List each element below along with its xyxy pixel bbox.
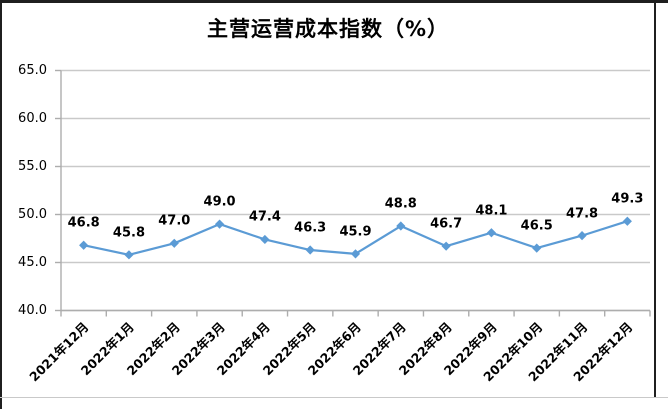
y-tick-label: 50.0 (18, 207, 47, 222)
data-point-marker (486, 228, 497, 238)
data-point-marker (441, 241, 451, 251)
frame-border-bottom (0, 396, 668, 398)
data-label: 45.8 (112, 225, 145, 241)
data-point-marker (169, 238, 179, 248)
data-label: 48.1 (475, 203, 508, 219)
data-point-marker (350, 249, 361, 259)
data-point-marker (396, 221, 406, 231)
data-label: 47.4 (248, 209, 281, 225)
y-tick-label: 55.0 (18, 159, 47, 174)
data-label: 47.0 (158, 213, 191, 229)
data-label: 47.8 (565, 206, 599, 222)
y-tick-label: 65.0 (18, 63, 47, 78)
data-point-marker (79, 240, 89, 250)
data-point-marker (532, 243, 542, 253)
data-label: 45.9 (339, 224, 372, 240)
frame-border-left (0, 0, 2, 409)
data-label: 46.3 (294, 220, 327, 236)
data-label: 48.8 (384, 196, 417, 212)
frame-border-right (654, 0, 656, 398)
y-tick-label: 45.0 (18, 255, 47, 270)
data-label: 49.3 (611, 191, 644, 207)
y-tick-label: 60.0 (18, 111, 47, 126)
data-point-marker (260, 234, 270, 245)
data-point-marker (305, 245, 315, 255)
y-tick-label: 40.0 (18, 303, 47, 318)
data-point-marker (577, 231, 587, 241)
data-point-marker (214, 219, 225, 229)
data-label: 46.7 (430, 216, 463, 232)
frame-border-top (0, 0, 668, 3)
data-point-marker (622, 216, 632, 226)
data-label: 46.8 (67, 215, 100, 231)
chart-title: 主营运营成本指数（%） (206, 17, 450, 41)
data-label: 49.0 (203, 194, 236, 210)
data-label: 46.5 (520, 218, 553, 234)
data-point-marker (124, 250, 134, 260)
